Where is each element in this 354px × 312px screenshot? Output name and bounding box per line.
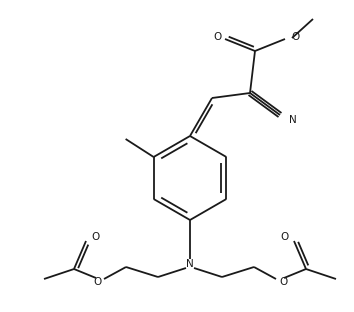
Text: O: O <box>91 232 99 242</box>
Text: O: O <box>93 277 101 287</box>
Text: O: O <box>279 277 287 287</box>
Text: N: N <box>289 115 297 125</box>
Text: O: O <box>291 32 299 42</box>
Text: O: O <box>281 232 289 242</box>
Text: N: N <box>186 259 194 269</box>
Text: O: O <box>214 32 222 42</box>
